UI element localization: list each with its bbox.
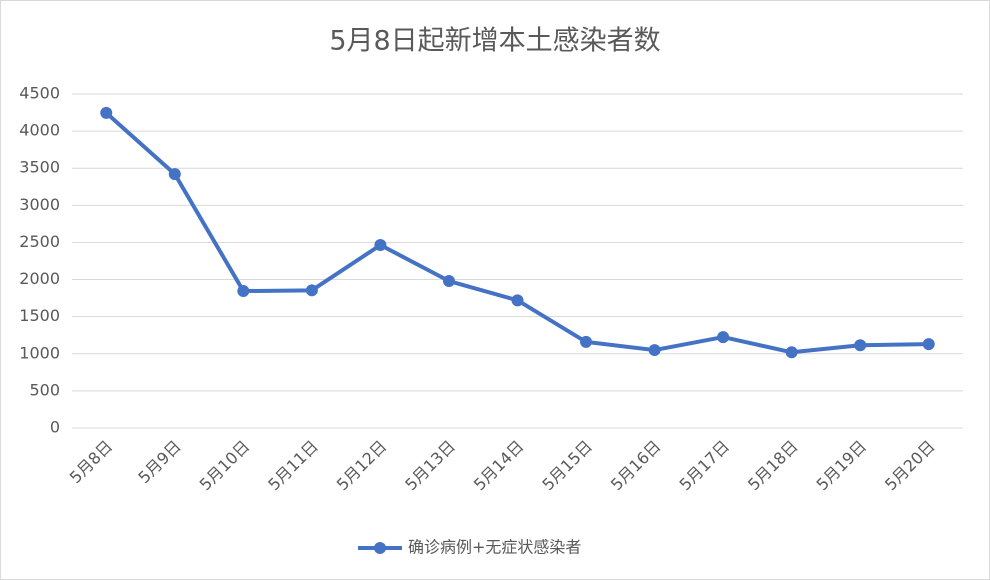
data-point [168,168,181,181]
chart-title: 5月8日起新增本土感染者数 [329,26,660,57]
data-point [648,344,661,357]
data-point [854,339,867,352]
y-tick-label: 2000 [19,269,60,288]
y-tick-label: 1500 [19,306,60,325]
y-tick-label: 4500 [19,84,60,103]
y-tick-label: 0 [50,418,60,437]
y-tick-label: 500 [29,380,60,399]
legend-marker [374,542,386,554]
data-point [305,284,318,297]
y-tick-label: 2500 [19,232,60,251]
y-tick-label: 3000 [19,195,60,214]
data-point [785,346,798,359]
y-tick-label: 4000 [19,121,60,140]
data-point [237,285,250,298]
data-point [922,338,935,351]
y-tick-label: 1000 [19,343,60,362]
data-point [442,275,455,288]
data-point [374,239,387,252]
data-point [511,294,524,307]
data-point [717,331,730,344]
data-point [100,106,113,119]
legend-label: 确诊病例+无症状感染者 [408,538,581,557]
y-tick-label: 3500 [19,158,60,177]
data-point [580,335,593,348]
